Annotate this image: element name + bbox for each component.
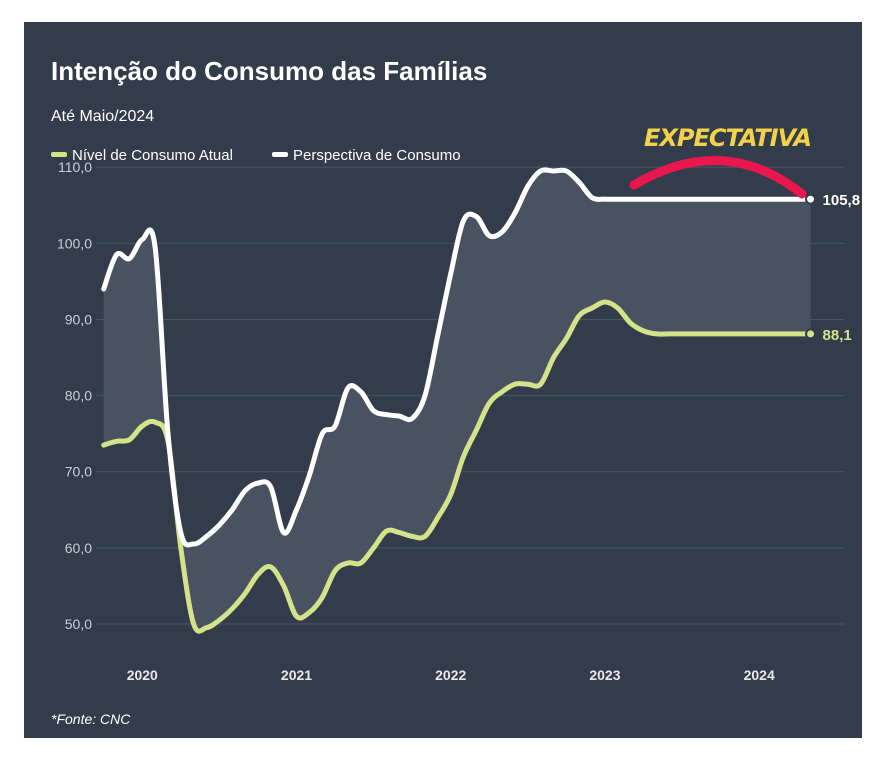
y-tick-label: 90,0 <box>65 311 92 327</box>
y-tick-label: 110,0 <box>58 159 92 175</box>
y-tick-label: 80,0 <box>65 388 92 404</box>
chart-svg: Intenção do Consumo das Famílias Até Mai… <box>51 56 861 727</box>
x-tick-label: 2020 <box>127 667 158 683</box>
legend-label-perspectiva: Perspectiva de Consumo <box>293 147 461 164</box>
y-tick-label: 70,0 <box>65 464 92 480</box>
x-tick-label: 2022 <box>435 667 466 683</box>
y-tick-label: 100,0 <box>57 235 92 251</box>
chart-subtitle: Até Maio/2024 <box>51 108 154 125</box>
chart-title: Intenção do Consumo das Famílias <box>51 56 487 86</box>
y-tick-label: 60,0 <box>65 540 92 556</box>
end-point-perspectiva <box>805 193 817 205</box>
legend: Nível de Consumo Atual Perspectiva de Co… <box>51 147 461 164</box>
legend-swatch-consumo-atual <box>51 152 67 157</box>
end-label-perspectiva: 105,8 <box>823 192 861 209</box>
legend-label-consumo-atual: Nível de Consumo Atual <box>72 147 233 164</box>
series-line-perspectiva <box>101 167 813 548</box>
x-tick-label: 2023 <box>589 667 620 683</box>
x-tick-label: 2024 <box>744 667 775 683</box>
annotation-arc <box>629 156 807 199</box>
gap-band <box>103 169 811 632</box>
legend-swatch-perspectiva <box>272 152 288 157</box>
y-tick-label: 50,0 <box>65 616 92 632</box>
source-note: *Fonte: CNC <box>51 711 131 727</box>
series-line-consumo-atual <box>101 299 813 634</box>
end-point-consumo-atual <box>805 328 817 340</box>
end-label-consumo-atual: 88,1 <box>823 327 852 344</box>
annotation-expectativa: EXPECTATIVA <box>629 124 812 199</box>
x-tick-label: 2021 <box>281 667 312 683</box>
x-axis-ticks: 2020 2021 2022 2023 2024 <box>127 667 775 683</box>
chart-card: Intenção do Consumo das Famílias Até Mai… <box>24 22 862 738</box>
annotation-label: EXPECTATIVA <box>644 124 811 152</box>
y-axis-ticks: 110,0 100,0 90,0 80,0 70,0 60,0 50,0 <box>57 159 92 632</box>
